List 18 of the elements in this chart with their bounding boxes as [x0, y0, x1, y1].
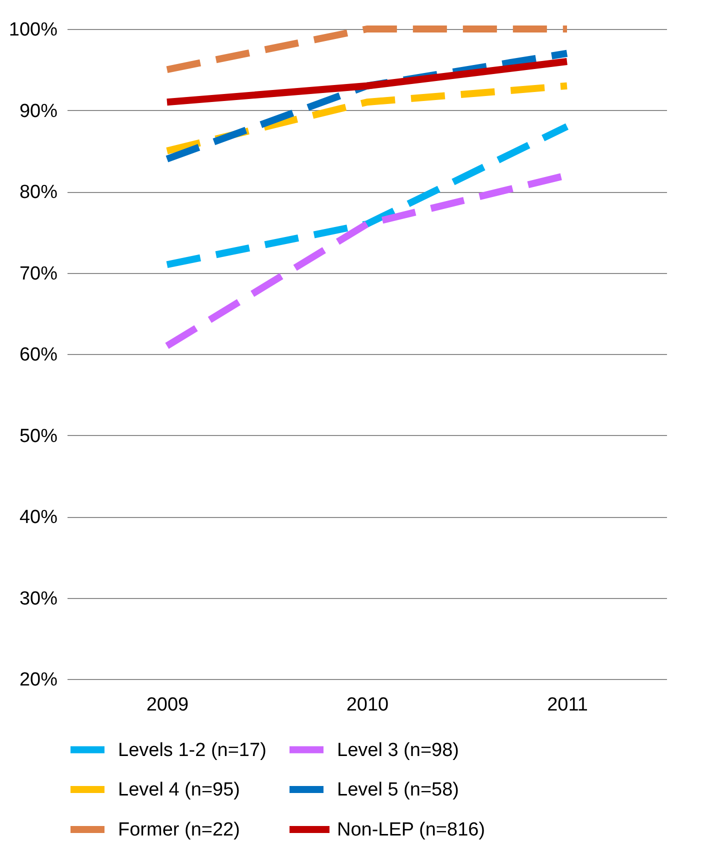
legend-label: Former (n=22)	[118, 820, 240, 840]
y-tick-label: 30%	[19, 588, 58, 610]
y-tick-label: 40%	[19, 507, 58, 528]
x-tick-label: 2009	[146, 694, 189, 716]
y-tick-label: 50%	[19, 426, 58, 447]
x-tick-label: 2011	[547, 694, 588, 716]
y-tick-label: 60%	[19, 344, 58, 366]
legend-label: Non-LEP (n=816)	[337, 820, 486, 840]
y-tick-label: 70%	[19, 263, 58, 284]
x-tick-label: 2010	[346, 694, 389, 716]
legend-label: Level 3 (n=98)	[337, 740, 459, 761]
legend-label: Levels 1-2 (n=17)	[118, 740, 266, 761]
y-tick-label: 80%	[19, 182, 58, 203]
legend-label: Level 4 (n=95)	[118, 780, 240, 800]
y-tick-label: 20%	[19, 670, 58, 690]
legend-label: Level 5 (n=58)	[337, 780, 459, 800]
y-tick-label: 100%	[8, 20, 58, 40]
y-tick-label: 90%	[19, 100, 58, 122]
